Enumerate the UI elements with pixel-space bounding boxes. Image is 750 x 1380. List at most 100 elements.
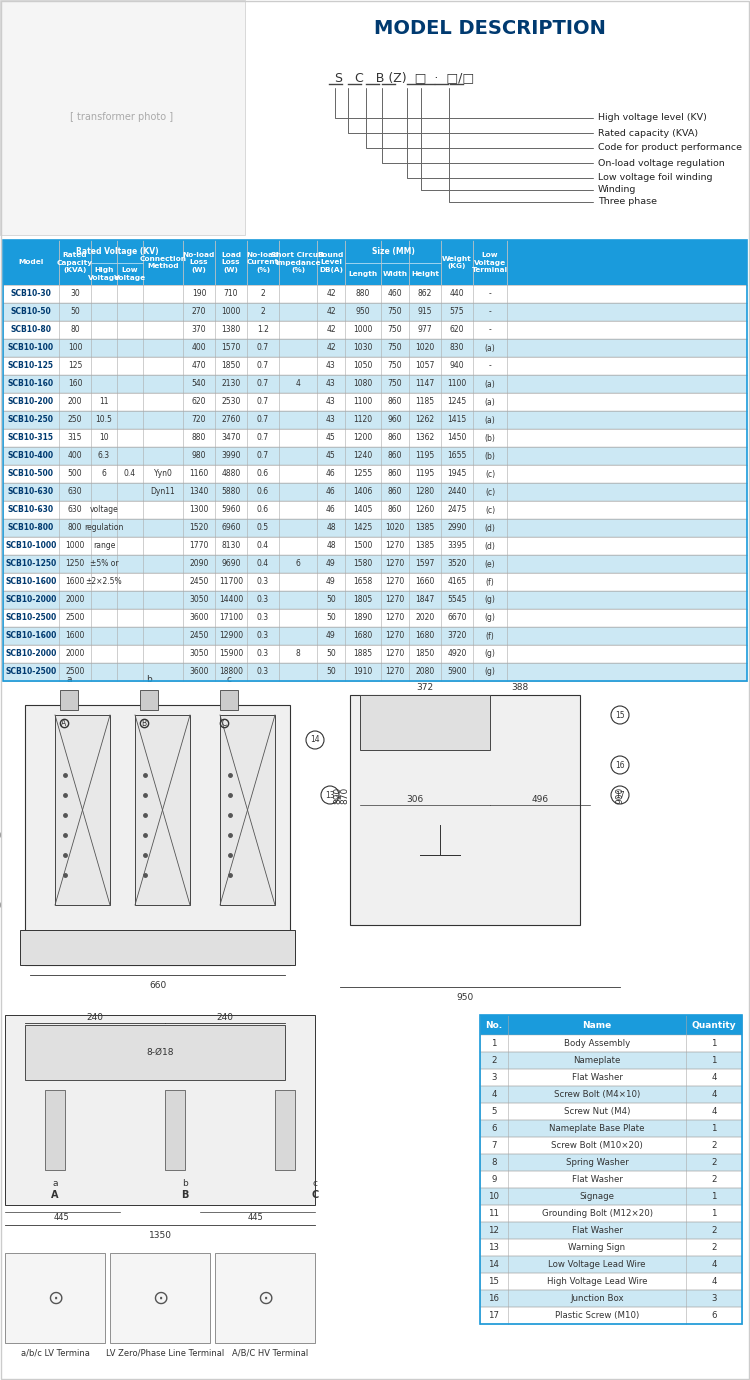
Text: 11: 11 xyxy=(488,1209,500,1219)
Text: 1020: 1020 xyxy=(416,344,435,352)
Text: (g): (g) xyxy=(484,614,496,622)
Text: SCB10-315: SCB10-315 xyxy=(8,433,54,443)
Text: No.: No. xyxy=(485,1020,502,1029)
Text: 915: 915 xyxy=(418,308,432,316)
Text: 2450: 2450 xyxy=(189,632,209,640)
Text: SCB10-125: SCB10-125 xyxy=(8,362,54,370)
Text: 750: 750 xyxy=(388,326,402,334)
Text: 0.3: 0.3 xyxy=(257,650,269,658)
Text: (a): (a) xyxy=(484,380,495,389)
Text: Three phase: Three phase xyxy=(598,197,657,207)
Text: 10: 10 xyxy=(99,433,109,443)
Text: SCB10-160: SCB10-160 xyxy=(8,380,54,389)
Bar xyxy=(3,555,747,573)
Text: A: A xyxy=(62,719,67,727)
Text: 3395: 3395 xyxy=(447,541,466,551)
Text: ⊙: ⊙ xyxy=(46,1289,63,1307)
Text: (e): (e) xyxy=(484,559,495,569)
Text: 1658: 1658 xyxy=(353,577,373,586)
Text: 2760: 2760 xyxy=(221,415,241,425)
Text: 0.5: 0.5 xyxy=(257,523,269,533)
Text: 2: 2 xyxy=(491,1056,496,1065)
Text: 1600: 1600 xyxy=(65,632,85,640)
Text: 1030: 1030 xyxy=(353,344,373,352)
Text: 1000: 1000 xyxy=(65,541,85,551)
Text: 4: 4 xyxy=(711,1260,717,1270)
Bar xyxy=(480,1223,742,1239)
Bar xyxy=(3,411,747,429)
Text: 4: 4 xyxy=(711,1107,717,1116)
Text: 49: 49 xyxy=(326,559,336,569)
Text: 440: 440 xyxy=(450,290,464,298)
Text: SCB10-800: SCB10-800 xyxy=(8,523,54,533)
Text: 1910: 1910 xyxy=(353,668,373,676)
Text: SCB10-100: SCB10-100 xyxy=(8,344,54,352)
Text: 17: 17 xyxy=(488,1311,500,1321)
Text: Body Assembly: Body Assembly xyxy=(564,1039,630,1047)
Text: 900: 900 xyxy=(616,787,625,803)
Text: Rated Voltage (KV): Rated Voltage (KV) xyxy=(76,247,158,257)
Text: Junction Box: Junction Box xyxy=(570,1294,624,1303)
Text: Nameplate Base Plate: Nameplate Base Plate xyxy=(549,1123,645,1133)
Text: SCB10-1000: SCB10-1000 xyxy=(5,541,57,551)
Text: 1195: 1195 xyxy=(416,451,435,461)
Text: 1270: 1270 xyxy=(386,559,405,569)
Text: 1805: 1805 xyxy=(353,596,373,604)
Text: 3520: 3520 xyxy=(447,559,466,569)
Text: 1520: 1520 xyxy=(189,523,209,533)
Text: -: - xyxy=(489,290,491,298)
Text: 6960: 6960 xyxy=(221,523,241,533)
Bar xyxy=(480,1035,742,1052)
Text: 17100: 17100 xyxy=(219,614,243,622)
Text: 1280: 1280 xyxy=(416,487,434,497)
Text: SCB10-2500: SCB10-2500 xyxy=(5,614,57,622)
Text: Screw Nut (M4): Screw Nut (M4) xyxy=(564,1107,630,1116)
Text: 8: 8 xyxy=(491,1158,496,1167)
Text: 250: 250 xyxy=(68,415,82,425)
Text: 1450: 1450 xyxy=(447,433,466,443)
Bar xyxy=(3,322,747,339)
Bar xyxy=(5,1253,105,1343)
Bar xyxy=(3,519,747,537)
Text: 0.6: 0.6 xyxy=(257,487,269,497)
Bar xyxy=(3,240,747,680)
Bar xyxy=(3,501,747,519)
Text: 860: 860 xyxy=(388,433,402,443)
Text: 470: 470 xyxy=(192,362,206,370)
Text: 496: 496 xyxy=(532,795,548,805)
Bar xyxy=(25,1025,285,1081)
Text: 860: 860 xyxy=(388,469,402,479)
Text: (f): (f) xyxy=(486,577,494,586)
Text: 620: 620 xyxy=(450,326,464,334)
Bar xyxy=(3,393,747,411)
Bar xyxy=(480,1205,742,1223)
Text: 890: 890 xyxy=(334,787,343,803)
Bar xyxy=(275,1090,295,1170)
Text: No-load
Loss
(W): No-load Loss (W) xyxy=(183,253,215,273)
Text: 11: 11 xyxy=(99,397,109,407)
Text: 0.7: 0.7 xyxy=(257,362,269,370)
Text: Dyn11: Dyn11 xyxy=(151,487,176,497)
Text: 2530: 2530 xyxy=(221,397,241,407)
Text: 3720: 3720 xyxy=(447,632,466,640)
Text: 4: 4 xyxy=(711,1276,717,1286)
Text: 2090: 2090 xyxy=(189,559,209,569)
Text: 50: 50 xyxy=(326,596,336,604)
Text: 0.3: 0.3 xyxy=(257,614,269,622)
Text: (a): (a) xyxy=(484,344,495,352)
Text: (c): (c) xyxy=(485,505,495,515)
Bar xyxy=(215,1253,315,1343)
Bar xyxy=(3,644,747,662)
Text: 940: 940 xyxy=(450,362,464,370)
Text: 5880: 5880 xyxy=(221,487,241,497)
Text: A/B/C HV Terminal: A/B/C HV Terminal xyxy=(232,1348,308,1358)
Text: 2130: 2130 xyxy=(221,380,241,389)
Text: 1262: 1262 xyxy=(416,415,434,425)
Text: High Voltage Lead Wire: High Voltage Lead Wire xyxy=(547,1276,647,1286)
Text: [ transformer photo ]: [ transformer photo ] xyxy=(70,112,173,121)
Bar xyxy=(220,715,275,905)
Text: Quantity: Quantity xyxy=(692,1020,736,1029)
Text: 860: 860 xyxy=(388,487,402,497)
Text: 1270: 1270 xyxy=(386,668,405,676)
Text: 7: 7 xyxy=(491,1141,496,1150)
